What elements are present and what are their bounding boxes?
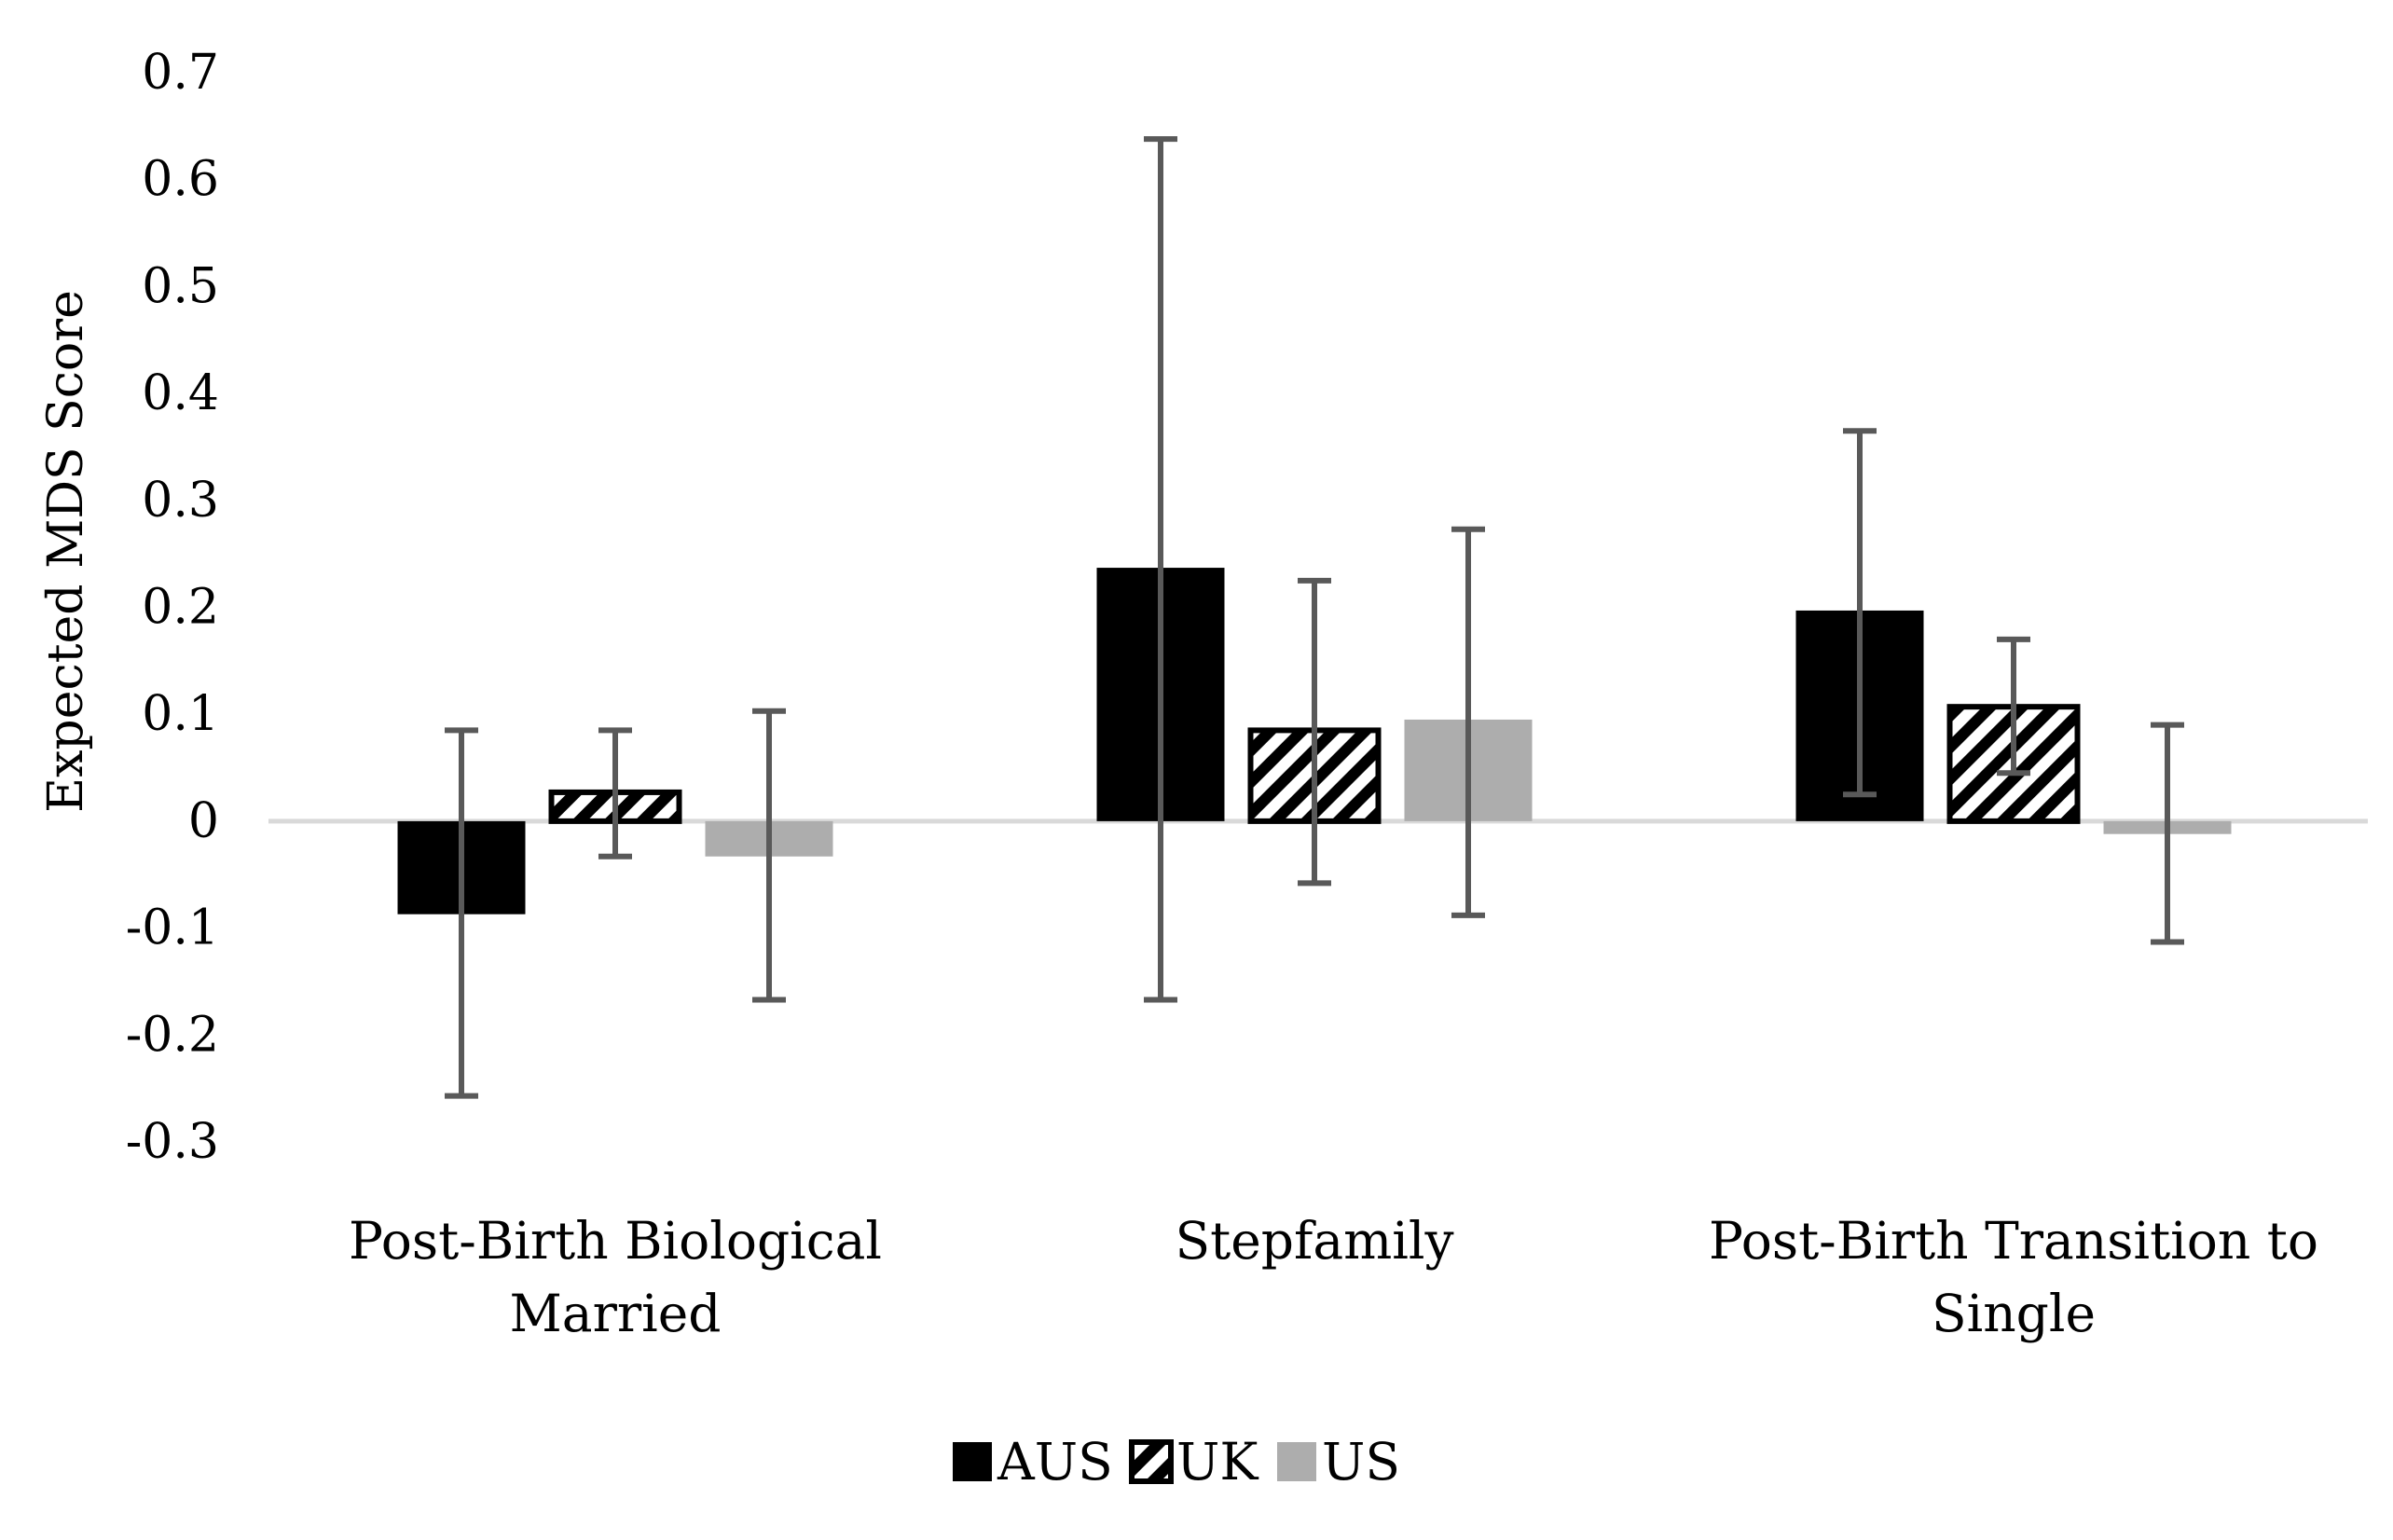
y-tick-label: 0 xyxy=(188,793,219,849)
legend-swatch xyxy=(1129,1439,1174,1484)
y-tick-label: -0.2 xyxy=(126,1007,219,1063)
y-tick-label: 0.3 xyxy=(142,473,219,529)
error-bar-us-3 xyxy=(2151,722,2184,945)
y-axis-title: Expected MDS Score xyxy=(38,290,94,813)
legend-swatch xyxy=(953,1442,992,1481)
category-labels: Post-Birth Biological Married Stepfamily Po… xyxy=(349,1211,2318,1343)
error-bar-aus-1 xyxy=(445,727,478,1099)
legend-label: US xyxy=(1322,1432,1400,1492)
y-axis: Expected MDS Score 0.7 0.6 0.5 0.4 0.3 0.2 0.1… xyxy=(38,45,219,1170)
legend: AUS UK US xyxy=(953,1432,1400,1492)
error-bar-us-1 xyxy=(752,708,786,1003)
legend-item-uk: UK xyxy=(1129,1432,1258,1492)
error-bar-uk-2 xyxy=(1298,577,1331,887)
error-bar-aus-2 xyxy=(1144,136,1177,1003)
legend-item-us: US xyxy=(1277,1432,1400,1492)
error-bar-us-2 xyxy=(1451,526,1485,918)
error-bar-aus-3 xyxy=(1843,428,1877,798)
x-category-label: Post-Birth Transition to Single xyxy=(1709,1211,2318,1343)
legend-label: AUS xyxy=(997,1432,1113,1492)
legend-swatch xyxy=(1277,1442,1316,1481)
x-category-label: Stepfamily xyxy=(1175,1211,1453,1271)
y-tick-label: 0.2 xyxy=(142,580,219,636)
y-tick-label: 0.7 xyxy=(142,45,219,101)
error-bars xyxy=(445,136,2184,1099)
x-category-label: Post-Birth Biological Married xyxy=(349,1211,882,1343)
legend-label: UK xyxy=(1176,1432,1258,1492)
legend-item-aus: AUS xyxy=(953,1432,1113,1492)
y-tick-label: -0.1 xyxy=(126,901,219,956)
y-tick-label: 0.5 xyxy=(142,258,219,314)
y-tick-label: 0.4 xyxy=(142,365,219,421)
y-tick-label: 0.6 xyxy=(142,152,219,208)
error-bar-uk-3 xyxy=(1997,636,2030,777)
error-bar-uk-1 xyxy=(598,727,632,859)
y-tick-label: -0.3 xyxy=(126,1114,219,1170)
y-tick-label: 0.1 xyxy=(142,686,219,742)
